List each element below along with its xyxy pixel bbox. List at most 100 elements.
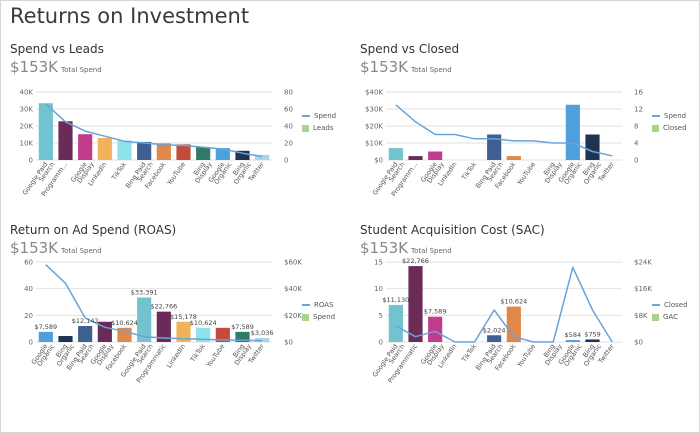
legend-swatch	[652, 304, 660, 306]
data-label: $759	[584, 330, 601, 338]
legend: ROAS Spend	[302, 299, 335, 323]
bar-tiktok	[117, 140, 132, 160]
left-tick-label: 5	[379, 312, 383, 320]
panel-spend-vs-leads: Spend vs Leads $153K Total Spend 0 10K 20K 3…	[10, 42, 350, 232]
bar-google-display	[78, 134, 93, 160]
bar-bing-paid-search	[78, 326, 93, 342]
panel-sac: Student Acquisition Cost (SAC) $153K Tota…	[360, 223, 700, 413]
right-tick-label: 8	[634, 123, 638, 131]
chart-title: Spend vs Leads	[10, 42, 104, 56]
bar-youtube	[215, 327, 230, 342]
total-spend-value: $153K	[360, 58, 409, 76]
right-tick-label: $0	[634, 339, 643, 347]
legend: Spend Leads	[302, 110, 336, 134]
left-tick-label: $10K	[365, 140, 383, 148]
legend: Spend Closed	[652, 110, 687, 134]
right-tick-label: $60K	[284, 259, 302, 267]
bar-programm	[58, 121, 73, 160]
chart-sac: 0 5 10 15 $0 $8K $16K $24K $11,130 $22,766 $7,589 $…	[371, 257, 653, 384]
category-label: TikTok	[110, 160, 129, 182]
legend-swatch	[302, 304, 310, 306]
bar-bing-organic	[235, 150, 250, 160]
bar-programmatic	[408, 266, 423, 342]
legend-item-closed: Closed	[652, 122, 687, 134]
right-tick-label: 12	[634, 106, 643, 114]
bar-bing-display	[196, 147, 211, 160]
total-spend: $153K Total Spend	[10, 238, 102, 257]
total-spend-value: $153K	[10, 239, 59, 257]
category-label: LinkedIn	[165, 343, 187, 370]
data-label: $12,142	[72, 317, 99, 325]
bar-programmatic	[156, 311, 171, 342]
legend-item-spend: Spend	[652, 110, 687, 122]
data-label: $7,589	[34, 323, 57, 331]
right-tick-label: 60	[284, 106, 293, 114]
bar-facebook	[156, 143, 171, 160]
legend-swatch	[652, 115, 660, 117]
data-label: $7,589	[424, 308, 447, 316]
series-line-spend	[45, 103, 263, 158]
left-tick-label: 10K	[20, 140, 34, 148]
right-tick-label: $40K	[284, 285, 302, 293]
bar-bing-display	[235, 331, 250, 342]
right-tick-label: 80	[284, 89, 293, 97]
right-tick-label: 4	[634, 140, 639, 148]
bar-google-organic	[565, 340, 580, 342]
left-tick-label: $30K	[365, 106, 383, 114]
bar-programm	[408, 156, 423, 160]
bar-google-organic	[565, 104, 580, 160]
legend-label: ROAS	[314, 301, 334, 309]
right-tick-label: 0	[634, 157, 638, 165]
legend-swatch	[302, 115, 310, 117]
legend-item-spend: Spend	[302, 311, 335, 323]
data-label: $33,391	[131, 288, 158, 296]
bar-bing-paid-search	[487, 335, 502, 342]
panel-spend-vs-closed: Spend vs Closed $153K Total Spend $0 $10K $…	[360, 42, 700, 232]
category-label: YouTube	[515, 343, 537, 370]
legend-swatch	[302, 124, 309, 132]
left-tick-label: 40	[24, 285, 33, 293]
chart-roas: 0 20 40 60 $0 $20K $40K $60K $7,589 $12,142 $10,62…	[24, 259, 302, 385]
category-label: TikTok	[460, 342, 479, 364]
chart-title: Return on Ad Spend (ROAS)	[10, 223, 177, 237]
left-tick-label: $40K	[365, 89, 383, 97]
legend-item-closed: Closed	[652, 299, 688, 311]
left-tick-label: 60	[24, 259, 33, 267]
legend: Closed GAC	[652, 299, 688, 323]
bar-facebook	[506, 156, 521, 160]
total-spend-value: $153K	[10, 58, 59, 76]
data-label: $2,024	[483, 326, 506, 334]
total-spend: $153K Total Spend	[10, 57, 102, 76]
left-tick-label: 40K	[20, 89, 34, 97]
legend-item-leads: Leads	[302, 122, 336, 134]
legend-label: Closed	[664, 301, 688, 309]
data-label: $15,178	[170, 313, 197, 321]
total-spend-label: Total Spend	[411, 247, 452, 255]
total-spend-label: Total Spend	[411, 66, 452, 74]
legend-label: Leads	[313, 124, 334, 132]
legend-swatch	[652, 313, 659, 321]
right-tick-label: $0	[284, 339, 293, 347]
data-label: $7,589	[231, 323, 254, 331]
bar-google-paid-search	[38, 103, 53, 160]
series-line-spend	[395, 104, 613, 157]
total-spend-label: Total Spend	[61, 66, 102, 74]
data-label: $10,624	[500, 298, 527, 306]
bar-google-paid-search	[388, 304, 403, 342]
bar-google-display	[428, 316, 443, 342]
category-label: TikTok	[188, 342, 207, 364]
legend-swatch	[652, 124, 659, 132]
bar-linkedin	[176, 321, 191, 342]
right-tick-label: 16	[634, 89, 643, 97]
bar-bing-organic	[58, 336, 73, 342]
legend-label: GAC	[663, 313, 678, 321]
data-label: $22,766	[402, 257, 429, 265]
bar-bing-organic	[585, 339, 600, 342]
right-tick-label: $20K	[284, 312, 302, 320]
right-tick-label: 20	[284, 140, 293, 148]
legend-label: Spend	[314, 112, 337, 120]
bar-google-paid-search	[137, 297, 152, 342]
category-label: YouTube	[515, 161, 537, 188]
